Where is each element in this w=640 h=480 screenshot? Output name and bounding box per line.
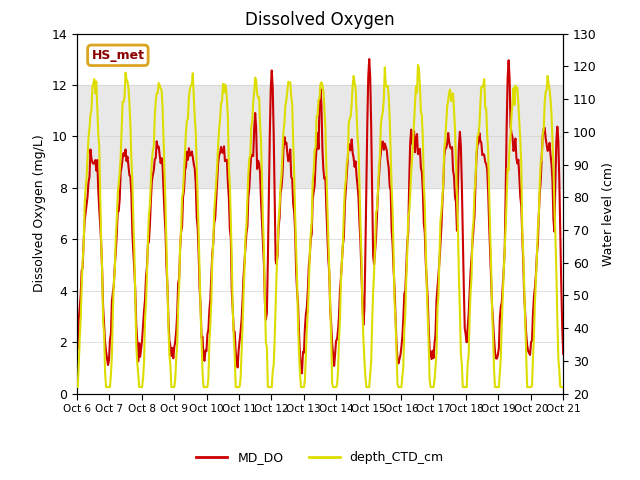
Text: HS_met: HS_met (92, 49, 145, 62)
Bar (77, 85, 563, 188)
Legend: MD_DO, depth_CTD_cm: MD_DO, depth_CTD_cm (191, 446, 449, 469)
Y-axis label: Dissolved Oxygen (mg/L): Dissolved Oxygen (mg/L) (33, 135, 45, 292)
Title: Dissolved Oxygen: Dissolved Oxygen (245, 11, 395, 29)
Y-axis label: Water level (cm): Water level (cm) (602, 162, 615, 265)
